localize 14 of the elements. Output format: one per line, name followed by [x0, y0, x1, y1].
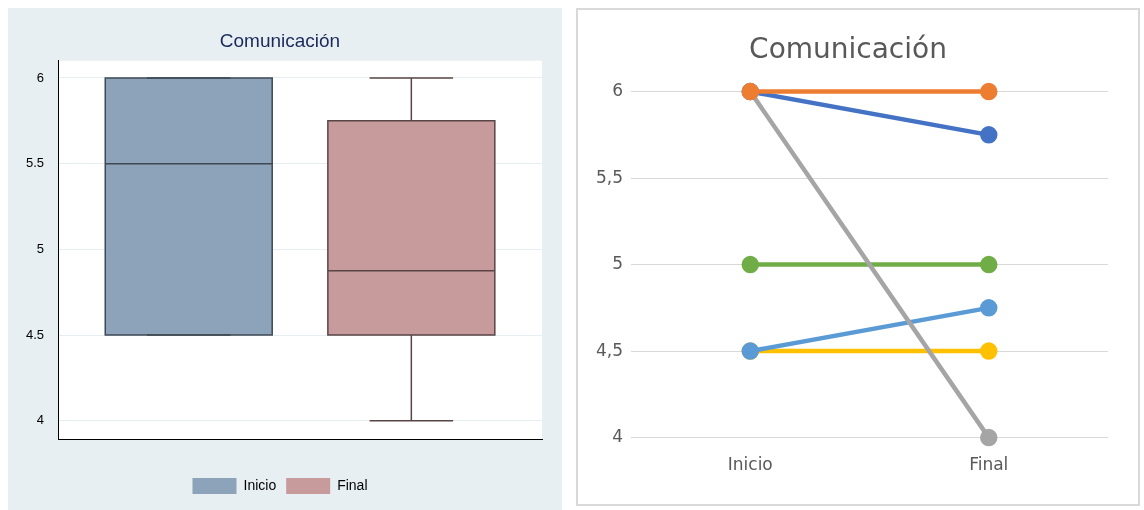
y-tick-label: 5,5 [595, 166, 624, 187]
y-tick-label: 6 [612, 80, 624, 101]
legend-label: Final [337, 476, 368, 493]
y-tick-label: 5 [612, 253, 624, 274]
y-tick-label: 5 [36, 240, 45, 256]
y-tick-label: 5.5 [25, 155, 45, 171]
y-tick-label: 4 [612, 426, 624, 447]
y-tick-label: 4 [36, 412, 45, 428]
chart-title: Comunicación [749, 32, 947, 66]
chart-title: Comunicación [219, 29, 341, 51]
y-tick-label: 6 [36, 69, 45, 85]
y-tick-label: 4.5 [25, 326, 45, 342]
legend-label: Inicio [243, 476, 277, 493]
y-tick-label: 4,5 [595, 339, 624, 360]
